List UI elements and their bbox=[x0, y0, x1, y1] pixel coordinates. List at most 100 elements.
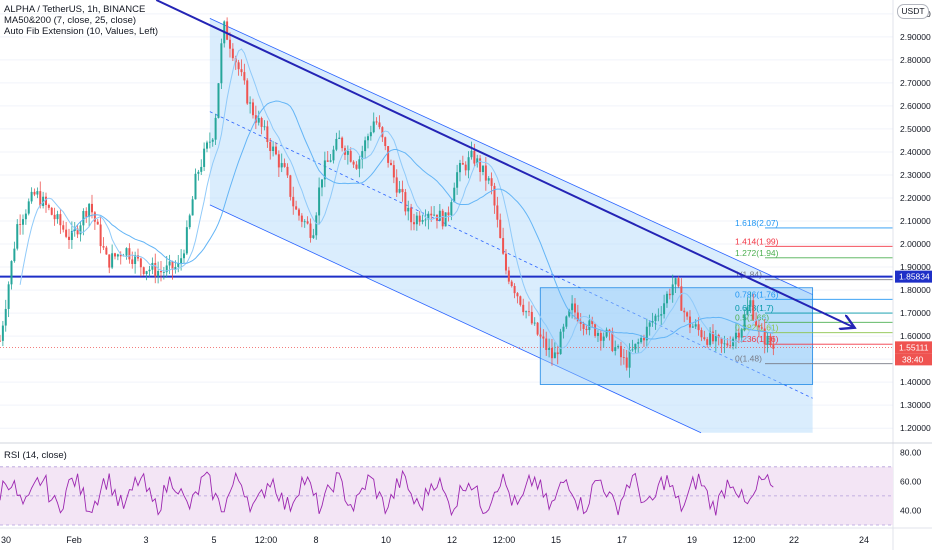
candle-body bbox=[642, 337, 645, 341]
price-tick-label: 2.80000 bbox=[900, 55, 931, 65]
trendline bbox=[155, 0, 853, 327]
candle-body bbox=[197, 171, 200, 174]
candle-body bbox=[467, 157, 470, 171]
candle-body bbox=[369, 132, 372, 137]
candle-body bbox=[326, 160, 329, 162]
candle-body bbox=[191, 199, 194, 216]
candle-body bbox=[504, 253, 507, 271]
rsi-indicator-label[interactable]: RSI (14, close) bbox=[4, 450, 67, 461]
candle-body bbox=[318, 187, 321, 216]
fib-indicator-label[interactable]: Auto Fib Extension (10, Values, Left) bbox=[4, 26, 159, 37]
currency-button[interactable]: USDT bbox=[897, 4, 929, 19]
candle-body bbox=[703, 337, 706, 340]
channel-fill bbox=[209, 18, 813, 433]
candle-body bbox=[510, 281, 513, 286]
candle-body bbox=[96, 221, 99, 225]
candle-body bbox=[573, 303, 576, 313]
candle-body bbox=[464, 164, 467, 171]
symbol-title[interactable]: ALPHA / TetherUS, 1h, BINANCE bbox=[4, 4, 146, 15]
rsi-tick-label: 40.00 bbox=[900, 505, 922, 515]
candle-body bbox=[289, 175, 292, 197]
candle-body bbox=[490, 178, 493, 186]
candle-body bbox=[50, 207, 53, 215]
candle-body bbox=[522, 304, 525, 313]
candle-body bbox=[407, 207, 410, 212]
ma-indicator-label[interactable]: MA50&200 (7, close, 25, close) bbox=[4, 15, 137, 26]
candle-body bbox=[651, 321, 654, 323]
price-tick-label: 1.90000 bbox=[900, 262, 931, 272]
candle-body bbox=[349, 150, 352, 162]
candle-body bbox=[65, 229, 68, 237]
candle-body bbox=[565, 316, 568, 327]
candle-body bbox=[200, 166, 203, 172]
candle-body bbox=[479, 158, 482, 172]
candle-body bbox=[1, 325, 4, 341]
candle-body bbox=[476, 158, 479, 164]
candle-body bbox=[622, 357, 625, 358]
candle-body bbox=[329, 160, 332, 162]
candle-body bbox=[217, 83, 220, 118]
price-tick-label: 2.30000 bbox=[900, 170, 931, 180]
ma-slow-line bbox=[71, 100, 774, 340]
price-tick-label: 2.20000 bbox=[900, 193, 931, 203]
candle-body bbox=[53, 214, 56, 220]
candle-body bbox=[418, 215, 421, 222]
candle-body bbox=[714, 334, 717, 342]
candle-body bbox=[668, 293, 671, 296]
candle-body bbox=[763, 328, 766, 345]
candle-body bbox=[303, 221, 306, 223]
price-tick-label: 1.70000 bbox=[900, 308, 931, 318]
time-tick-label: 30 bbox=[1, 535, 11, 545]
candle-body bbox=[430, 213, 433, 216]
candle-body bbox=[188, 215, 191, 228]
candle-body bbox=[752, 300, 755, 320]
time-tick-label: Feb bbox=[66, 535, 82, 545]
candle-body bbox=[458, 163, 461, 173]
chart-legend[interactable]: ALPHA / TetherUS, 1h, BINANCE MA50&200 (… bbox=[4, 4, 158, 37]
candle-body bbox=[530, 311, 533, 324]
fib-level-label: 0.618(1.7) bbox=[735, 303, 774, 313]
candle-body bbox=[134, 255, 137, 264]
candle-body bbox=[168, 261, 171, 266]
candle-body bbox=[734, 332, 737, 339]
candle-body bbox=[375, 121, 378, 123]
candle-body bbox=[42, 196, 45, 206]
candle-body bbox=[441, 210, 444, 227]
candle-body bbox=[516, 293, 519, 297]
rsi-line bbox=[0, 469, 774, 517]
candle-body bbox=[295, 206, 298, 210]
candle-body bbox=[677, 278, 680, 287]
candle-body bbox=[404, 192, 407, 212]
candle-body bbox=[47, 204, 50, 208]
candle-body bbox=[539, 334, 542, 337]
candle-body bbox=[585, 328, 588, 331]
candle-body bbox=[286, 166, 289, 176]
fib-level-label: 0.236(1.56) bbox=[735, 334, 779, 344]
candle-body bbox=[427, 213, 430, 220]
candle-body bbox=[769, 335, 772, 346]
candle-body bbox=[582, 323, 585, 329]
candle-body bbox=[470, 150, 473, 158]
candle-body bbox=[542, 336, 545, 339]
candle-body bbox=[24, 213, 27, 220]
fib-level-label: 1.272(1.94) bbox=[735, 248, 779, 258]
candle-body bbox=[237, 62, 240, 70]
rsi-pane: 80.00 60.00 40.00 bbox=[0, 442, 932, 526]
candle-body bbox=[59, 214, 62, 226]
candle-body bbox=[395, 177, 398, 193]
candle-body bbox=[119, 254, 122, 257]
candle-body bbox=[88, 203, 91, 217]
price-tick-label: 1.60000 bbox=[900, 331, 931, 341]
candle-body bbox=[387, 146, 390, 163]
time-tick-label: 22 bbox=[789, 535, 799, 545]
candle-body bbox=[73, 228, 76, 231]
candle-body bbox=[671, 284, 674, 296]
candle-body bbox=[19, 224, 22, 225]
candle-body bbox=[772, 345, 775, 349]
candle-body bbox=[645, 326, 648, 341]
candle-body bbox=[13, 248, 16, 262]
candle-body bbox=[481, 165, 484, 172]
candle-body bbox=[148, 269, 151, 272]
